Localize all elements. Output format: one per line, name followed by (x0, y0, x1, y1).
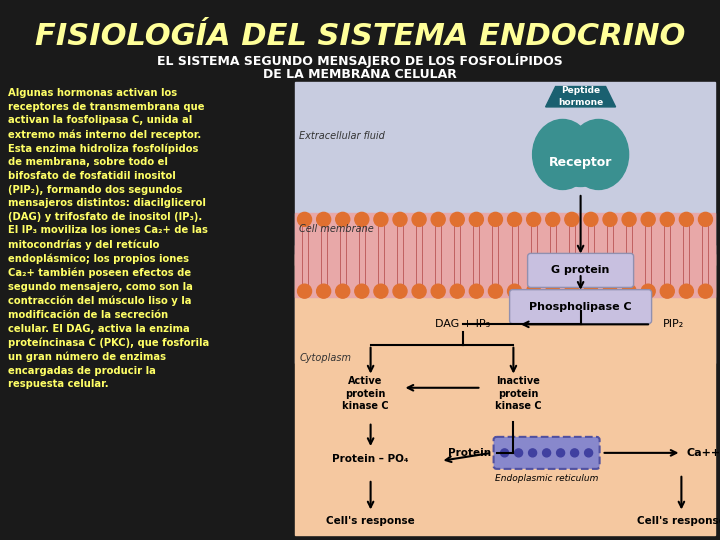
Text: Algunas hormonas activan los
receptores de transmembrana que
activan la fosfolip: Algunas hormonas activan los receptores … (8, 88, 210, 389)
Circle shape (526, 284, 541, 298)
Circle shape (642, 284, 655, 298)
Bar (295, 82, 715, 363)
Circle shape (680, 212, 693, 226)
Circle shape (431, 212, 445, 226)
Circle shape (393, 284, 407, 298)
Text: Active
protein
kinase C: Active protein kinase C (342, 376, 389, 411)
Text: Phospholipase C: Phospholipase C (529, 302, 632, 312)
Circle shape (680, 284, 693, 298)
Circle shape (546, 212, 559, 226)
Circle shape (622, 284, 636, 298)
Text: Extracellular fluid: Extracellular fluid (300, 131, 385, 141)
Text: Cell's response: Cell's response (637, 516, 720, 526)
Text: G protein: G protein (552, 265, 610, 275)
Polygon shape (546, 86, 616, 107)
Circle shape (546, 284, 559, 298)
Text: Inactive
protein
kinase C: Inactive protein kinase C (495, 376, 541, 411)
Text: Ca++: Ca++ (686, 448, 720, 458)
Bar (295, 245, 715, 297)
Circle shape (393, 212, 407, 226)
Text: Protein: Protein (449, 448, 492, 458)
Circle shape (317, 284, 330, 298)
Circle shape (642, 212, 655, 226)
Circle shape (603, 284, 617, 298)
Ellipse shape (557, 146, 605, 186)
Circle shape (488, 212, 503, 226)
Circle shape (585, 449, 593, 457)
FancyBboxPatch shape (494, 437, 600, 469)
Circle shape (355, 284, 369, 298)
Circle shape (317, 212, 330, 226)
Circle shape (603, 212, 617, 226)
Circle shape (660, 284, 674, 298)
Text: Receptor: Receptor (549, 156, 612, 169)
Circle shape (528, 449, 536, 457)
Circle shape (297, 284, 312, 298)
Circle shape (584, 212, 598, 226)
Ellipse shape (569, 119, 629, 190)
Circle shape (469, 212, 483, 226)
Text: DAG + IP₃: DAG + IP₃ (436, 319, 490, 329)
Circle shape (557, 449, 564, 457)
Circle shape (515, 449, 523, 457)
Circle shape (500, 449, 508, 457)
Circle shape (374, 284, 388, 298)
Circle shape (698, 284, 713, 298)
Circle shape (374, 212, 388, 226)
Circle shape (508, 212, 521, 226)
Text: EL SISTEMA SEGUNDO MENSAJERO DE LOS FOSFOLÍPIDOS: EL SISTEMA SEGUNDO MENSAJERO DE LOS FOSF… (157, 54, 563, 69)
Circle shape (412, 284, 426, 298)
Text: Peptide
hormone: Peptide hormone (558, 86, 603, 106)
Circle shape (412, 212, 426, 226)
Text: Cell membrane: Cell membrane (300, 224, 374, 234)
Circle shape (508, 284, 521, 298)
Circle shape (488, 284, 503, 298)
Circle shape (297, 212, 312, 226)
Text: Endoplasmic reticulum: Endoplasmic reticulum (495, 474, 598, 483)
Text: Cell's response: Cell's response (326, 516, 415, 526)
Circle shape (431, 284, 445, 298)
Circle shape (469, 284, 483, 298)
Text: Cytoplasm: Cytoplasm (300, 353, 351, 363)
Circle shape (660, 212, 674, 226)
Circle shape (584, 284, 598, 298)
Circle shape (355, 212, 369, 226)
Bar (295, 254, 715, 535)
FancyBboxPatch shape (510, 289, 652, 323)
Text: FISIOLOGÍA DEL SISTEMA ENDOCRINO: FISIOLOGÍA DEL SISTEMA ENDOCRINO (35, 22, 685, 51)
Circle shape (543, 449, 551, 457)
FancyBboxPatch shape (528, 253, 634, 287)
Text: DE LA MEMBRANA CELULAR: DE LA MEMBRANA CELULAR (263, 68, 457, 81)
Text: PIP₂: PIP₂ (662, 319, 683, 329)
Circle shape (564, 284, 579, 298)
Bar (295, 213, 715, 266)
Circle shape (336, 212, 350, 226)
Ellipse shape (533, 119, 593, 190)
Circle shape (336, 284, 350, 298)
Circle shape (622, 212, 636, 226)
Circle shape (564, 212, 579, 226)
Circle shape (450, 212, 464, 226)
Circle shape (526, 212, 541, 226)
Circle shape (698, 212, 713, 226)
Circle shape (450, 284, 464, 298)
Text: Protein – PO₄: Protein – PO₄ (333, 454, 409, 464)
Circle shape (571, 449, 579, 457)
